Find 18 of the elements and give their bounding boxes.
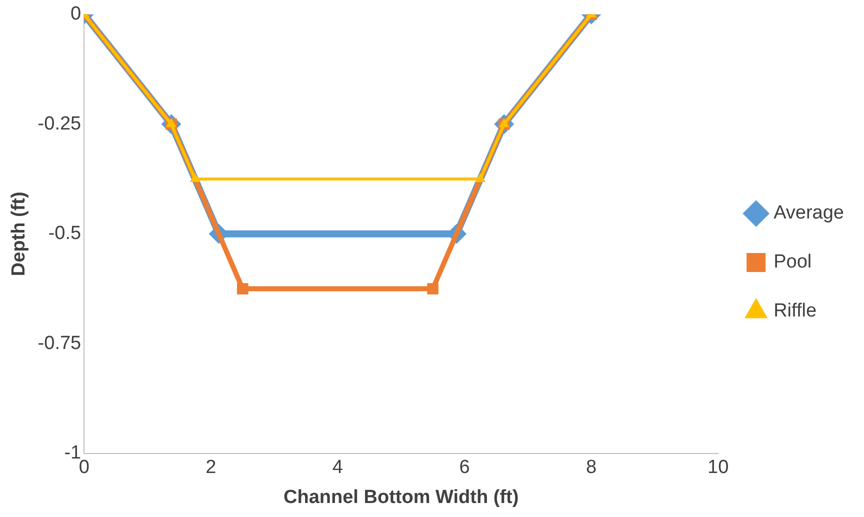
y-tick-label: -0.5 xyxy=(48,223,82,244)
legend-label: Average xyxy=(774,202,844,224)
x-axis-title: Channel Bottom Width (ft) xyxy=(284,486,519,508)
legend-label: Pool xyxy=(774,252,812,273)
point xyxy=(427,283,438,294)
x-tick-label: 8 xyxy=(586,457,597,478)
y-tick-label: -0.25 xyxy=(38,113,82,134)
y-axis-title: Depth (ft) xyxy=(8,192,30,276)
y-tick-label: -0.75 xyxy=(38,332,82,354)
legend-label: Riffle xyxy=(774,300,817,322)
x-tick-label: 2 xyxy=(206,457,216,478)
x-tick-label: 4 xyxy=(332,457,344,478)
y-tick-label: 0 xyxy=(70,4,82,25)
point xyxy=(190,173,200,182)
point xyxy=(236,283,248,294)
x-tick-label: 10 xyxy=(708,457,729,478)
x-tick-label: 6 xyxy=(459,457,470,478)
point xyxy=(475,173,486,182)
